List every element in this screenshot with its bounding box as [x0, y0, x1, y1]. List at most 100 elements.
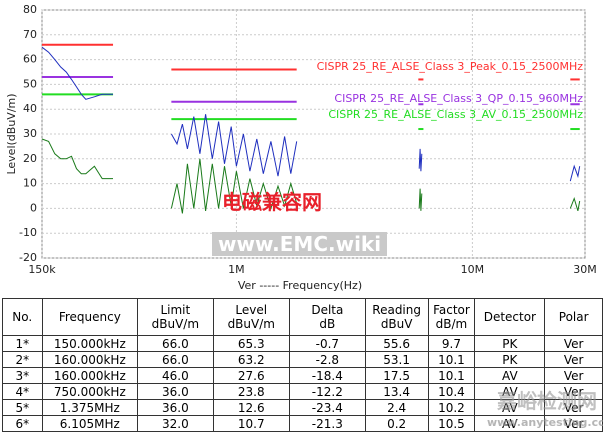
cell: 10.4	[427, 383, 476, 400]
legend-entry: CISPR 25_RE_ALSE_Class 3_AV_0.15_2500MHz	[328, 108, 583, 121]
header-cell: No.	[2, 298, 43, 336]
cell: 32.0	[137, 415, 214, 432]
watermark: 嘉峪检测网	[497, 389, 597, 413]
y-tick-label: 40	[23, 102, 37, 115]
cell: 10.1	[427, 351, 476, 368]
y-tick-label: 20	[23, 152, 37, 165]
cell: PK	[474, 351, 546, 368]
cell: Ver	[544, 351, 603, 368]
table-row: 6* 6.105MHz 32.0 10.7 -21.3 0.2 10.5 AV Ver	[2, 415, 603, 432]
y-tick-label: 0	[30, 201, 37, 214]
header-text: Delta	[311, 303, 344, 317]
header-cell: Reading dBuV	[364, 298, 429, 336]
table-row: 5* 1.375MHz 36.0 12.6 -23.4 2.4 10.2 AV Ver	[2, 399, 603, 416]
cell: 160.000kHz	[41, 351, 139, 368]
cell: -18.4	[288, 367, 366, 384]
cell: 23.8	[212, 383, 290, 400]
cell: 53.1	[364, 351, 429, 368]
cell: -21.3	[288, 415, 366, 432]
cell: 63.2	[212, 351, 290, 368]
watermark: 电磁兼容网	[222, 190, 322, 214]
header-text: Reading	[372, 303, 421, 317]
header-text: No.	[12, 310, 33, 324]
cell: 17.5	[364, 367, 429, 384]
cell: 150.000kHz	[41, 335, 139, 352]
header-text: Frequency	[58, 310, 121, 324]
cell: -12.2	[288, 383, 366, 400]
y-axis-label: Level(dBuV/m)	[5, 93, 18, 174]
header-text: dB	[319, 317, 336, 331]
y-tick-label: 50	[23, 77, 37, 90]
cell: 3*	[2, 367, 43, 384]
y-tick-label: 80	[23, 3, 37, 16]
cell: Ver	[544, 367, 603, 384]
cell: Ver	[544, 415, 603, 432]
cell: 2.4	[364, 399, 429, 416]
header-text: dBuV/m	[227, 317, 275, 331]
table-row: 1* 150.000kHz 66.0 65.3 -0.7 55.6 9.7 PK Ver	[2, 335, 603, 352]
cell: PK	[474, 335, 546, 352]
header-text: dB/m	[435, 317, 468, 331]
cell: 10.5	[427, 415, 476, 432]
cell: 2*	[2, 351, 43, 368]
cell: 65.3	[212, 335, 290, 352]
cell: 55.6	[364, 335, 429, 352]
header-row: No. Frequency Limit dBuV/m Level dBuV/m Delta d…	[2, 298, 603, 336]
x-axis-label: Ver ----- Frequency(Hz)	[238, 279, 362, 292]
header-cell: Frequency	[41, 298, 139, 336]
cell: -2.8	[288, 351, 366, 368]
cell: 10.2	[427, 399, 476, 416]
y-tick-label: -10	[19, 226, 37, 239]
cell: 66.0	[137, 351, 214, 368]
cell: 1*	[2, 335, 43, 352]
x-tick-label: 1M	[228, 263, 245, 276]
watermark: www.anytesting.com	[487, 416, 603, 429]
cell: 66.0	[137, 335, 214, 352]
y-tick-label: 70	[23, 28, 37, 41]
legend-entry: CISPR 25_RE_ALSE_Class 3_Peak_0.15_2500M…	[317, 60, 584, 73]
chart: Level(dBuV/m) Ver ----- Frequency(Hz) -2…	[5, 3, 597, 292]
header-text: dBuV/m	[151, 317, 200, 331]
cell: AV	[474, 399, 546, 416]
header-text: Polar	[558, 310, 589, 324]
x-tick-label: 150k	[28, 263, 56, 276]
watermark: www.EMC.wiki	[212, 232, 388, 256]
cell: 46.0	[137, 367, 214, 384]
cell: AV	[474, 367, 546, 384]
cell: Ver	[544, 383, 603, 400]
header-cell: Polar	[544, 298, 603, 336]
cell: 12.6	[212, 399, 290, 416]
cell: 6*	[2, 415, 43, 432]
cell: -0.7	[288, 335, 366, 352]
legend-entry: CISPR 25_RE_ALSE_Class 3_QP_0.15_960MHz	[334, 92, 583, 105]
header-cell: Limit dBuV/m	[137, 298, 214, 336]
cell: 1.375MHz	[41, 399, 139, 416]
cell: 10.7	[212, 415, 290, 432]
table-row: 3* 160.000kHz 46.0 27.6 -18.4 17.5 10.1 AV Ver	[2, 367, 603, 384]
header-cell: Delta dB	[288, 298, 366, 336]
cell: AV	[474, 415, 546, 432]
cell: 9.7	[427, 335, 476, 352]
x-tick-label: 30M	[573, 263, 597, 276]
header-cell: Detector	[474, 298, 546, 336]
cell: 36.0	[137, 399, 214, 416]
cell: 10.1	[427, 367, 476, 384]
header-text: Detector	[483, 310, 536, 324]
cell: 5*	[2, 399, 43, 416]
y-tick-label: 10	[23, 177, 37, 190]
cell: 160.000kHz	[41, 367, 139, 384]
table-row: 2* 160.000kHz 66.0 63.2 -2.8 53.1 10.1 PK Ver	[2, 351, 603, 368]
cell: -23.4	[288, 399, 366, 416]
cell: Ver	[544, 335, 603, 352]
trace	[41, 138, 581, 214]
cell: 6.105MHz	[41, 415, 139, 432]
header-text: dBuV	[380, 317, 413, 331]
header-text: Level	[235, 303, 268, 317]
header-text: Factor	[433, 303, 470, 317]
cell: 27.6	[212, 367, 290, 384]
y-tick-label: -20	[19, 251, 37, 264]
header-cell: Level dBuV/m	[212, 298, 290, 336]
cell: 0.2	[364, 415, 429, 432]
cell: 4*	[2, 383, 43, 400]
cell: 750.000kHz	[41, 383, 139, 400]
